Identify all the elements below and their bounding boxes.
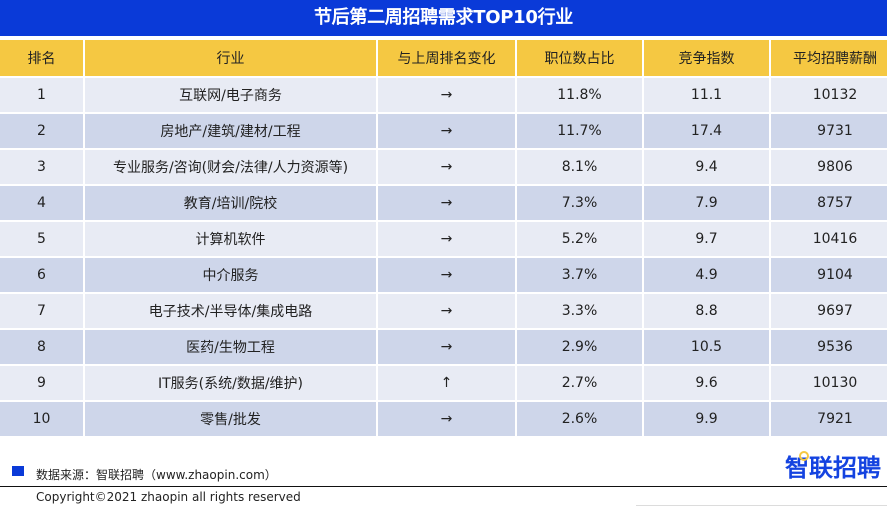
cell-rank: 6 [0,258,83,292]
header-job-share: 职位数占比 [517,40,642,76]
cell-change-arrow-icon: → [378,330,515,364]
cell-rank: 8 [0,330,83,364]
cell-share: 5.2% [517,222,642,256]
cell-salary: 9104 [771,258,887,292]
cell-rank: 1 [0,78,83,112]
cell-competition: 4.9 [644,258,769,292]
cell-share: 2.7% [517,366,642,400]
header-avg-salary: 平均招聘薪酬 [771,40,887,76]
cell-competition: 17.4 [644,114,769,148]
table-title: 节后第二周招聘需求TOP10行业 [0,0,887,36]
cell-share: 11.8% [517,78,642,112]
cell-salary: 9536 [771,330,887,364]
cell-change-arrow-icon: → [378,258,515,292]
cell-change-arrow-icon: → [378,186,515,220]
table-row: 6 中介服务 → 3.7% 4.9 9104 [0,258,887,292]
cell-competition: 9.6 [644,366,769,400]
cell-competition: 9.9 [644,402,769,436]
cell-change-arrow-icon: → [378,222,515,256]
cell-change-arrow-icon: → [378,78,515,112]
cell-change-arrow-icon: ↑ [378,366,515,400]
header-rank: 排名 [0,40,83,76]
cell-salary: 7921 [771,402,887,436]
cell-salary: 10132 [771,78,887,112]
cell-rank: 2 [0,114,83,148]
cell-competition: 10.5 [644,330,769,364]
copyright-text: Copyright©2021 zhaopin all rights reserv… [36,490,301,504]
cell-industry: 零售/批发 [85,402,376,436]
cell-salary: 9731 [771,114,887,148]
table-row: 8 医药/生物工程 → 2.9% 10.5 9536 [0,330,887,364]
logo-dot-icon [799,451,809,461]
header-industry: 行业 [85,40,376,76]
cell-share: 2.6% [517,402,642,436]
cell-salary: 9806 [771,150,887,184]
table-row: 1 互联网/电子商务 → 11.8% 11.1 10132 [0,78,887,112]
cell-share: 8.1% [517,150,642,184]
cell-competition: 8.8 [644,294,769,328]
cell-rank: 5 [0,222,83,256]
table-row: 4 教育/培训/院校 → 7.3% 7.9 8757 [0,186,887,220]
cell-competition: 11.1 [644,78,769,112]
cell-rank: 4 [0,186,83,220]
cell-share: 11.7% [517,114,642,148]
table-row: 5 计算机软件 → 5.2% 9.7 10416 [0,222,887,256]
cell-competition: 9.4 [644,150,769,184]
cell-industry: 计算机软件 [85,222,376,256]
cell-share: 3.7% [517,258,642,292]
cell-industry: 医药/生物工程 [85,330,376,364]
table-row: 3 专业服务/咨询(财会/法律/人力资源等) → 8.1% 9.4 9806 [0,150,887,184]
cell-industry: 教育/培训/院校 [85,186,376,220]
logo-box-edge [636,505,887,506]
data-source-note: 数据来源：智联招聘（www.zhaopin.com） [12,465,277,483]
cell-rank: 3 [0,150,83,184]
cell-share: 2.9% [517,330,642,364]
footer-divider [0,486,887,487]
table-row: 10 零售/批发 → 2.6% 9.9 7921 [0,402,887,436]
cell-change-arrow-icon: → [378,294,515,328]
header-competition-index: 竞争指数 [644,40,769,76]
cell-change-arrow-icon: → [378,114,515,148]
cell-salary: 9697 [771,294,887,328]
cell-competition: 7.9 [644,186,769,220]
data-source-text: 数据来源：智联招聘（www.zhaopin.com） [36,468,277,482]
table-row: 2 房地产/建筑/建材/工程 → 11.7% 17.4 9731 [0,114,887,148]
table-row: 9 IT服务(系统/数据/维护) ↑ 2.7% 9.6 10130 [0,366,887,400]
cell-salary: 10416 [771,222,887,256]
cell-industry: 房地产/建筑/建材/工程 [85,114,376,148]
cell-competition: 9.7 [644,222,769,256]
cell-rank: 10 [0,402,83,436]
cell-industry: 互联网/电子商务 [85,78,376,112]
cell-salary: 8757 [771,186,887,220]
cell-salary: 10130 [771,366,887,400]
header-rank-change: 与上周排名变化 [378,40,515,76]
cell-rank: 9 [0,366,83,400]
cell-industry: 电子技术/半导体/集成电路 [85,294,376,328]
cell-share: 7.3% [517,186,642,220]
table-header-row: 排名 行业 与上周排名变化 职位数占比 竞争指数 平均招聘薪酬 [0,40,887,76]
legend-square-icon [12,465,24,476]
table-row: 7 电子技术/半导体/集成电路 → 3.3% 8.8 9697 [0,294,887,328]
cell-industry: 中介服务 [85,258,376,292]
cell-industry: IT服务(系统/数据/维护) [85,366,376,400]
top10-industry-table: 排名 行业 与上周排名变化 职位数占比 竞争指数 平均招聘薪酬 1 互联网/电子… [0,38,887,438]
cell-change-arrow-icon: → [378,150,515,184]
cell-share: 3.3% [517,294,642,328]
cell-rank: 7 [0,294,83,328]
cell-industry: 专业服务/咨询(财会/法律/人力资源等) [85,150,376,184]
zhaopin-logo: 智联招聘 [785,448,881,483]
cell-change-arrow-icon: → [378,402,515,436]
